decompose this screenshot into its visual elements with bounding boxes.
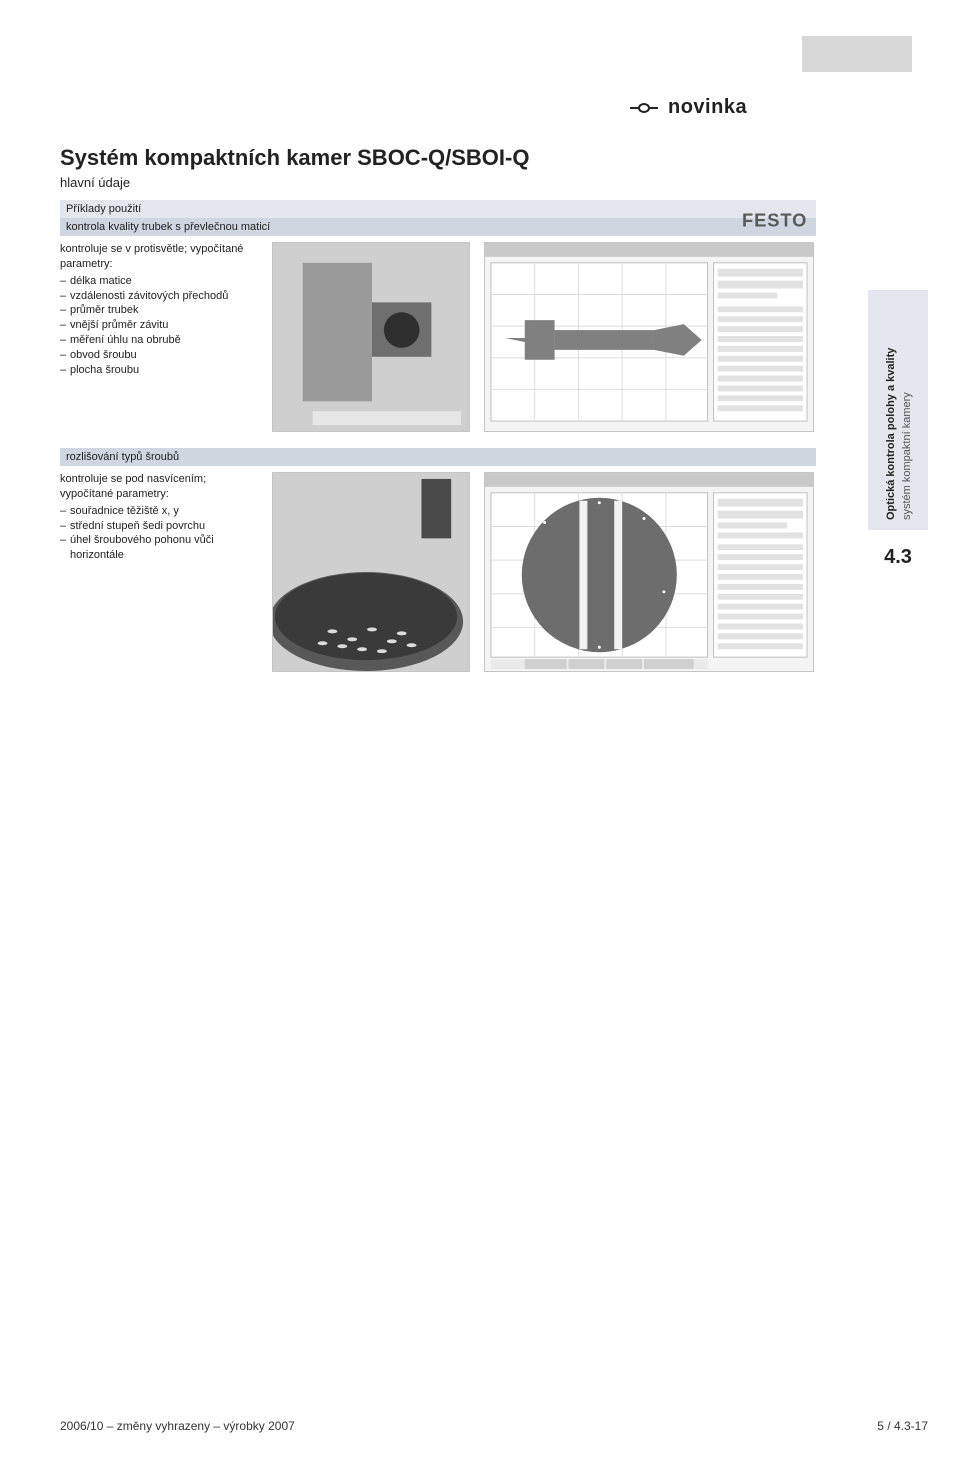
screenshot-1 [484, 242, 814, 432]
top-grey-tab [802, 36, 912, 72]
side-tab: Optická kontrola polohy a kvality systém… [868, 290, 928, 630]
intro-1: kontroluje se v protisvětle; vypočítané … [60, 242, 258, 272]
param-item: souřadnice těžiště x, y [60, 504, 258, 519]
footer-right: 5 / 4.3-17 [877, 1419, 928, 1433]
side-tab-bar: Optická kontrola polohy a kvality systém… [868, 290, 928, 530]
footer: 2006/10 – změny vyhrazeny – výrobky 2007… [60, 1419, 928, 1433]
param-item: vnější průměr závitu [60, 318, 258, 333]
photo-1 [272, 242, 470, 432]
side-label-bold: Optická kontrola polohy a kvality [885, 348, 897, 520]
section-band-inner-1: kontrola kvality trubek s převlečnou mat… [60, 218, 816, 236]
param-item: měření úhlu na obrubě [60, 333, 258, 348]
side-number: 4.3 [868, 546, 928, 569]
param-item: průměr trubek [60, 303, 258, 318]
page-title: Systém kompaktních kamer SBOC-Q/SBOI-Q [60, 145, 529, 171]
section-band-inner-2: rozlišování typů šroubů [60, 448, 816, 466]
festo-logo: FESTO [742, 210, 852, 232]
param-item: délka matice [60, 274, 258, 289]
screenshot-1-wrap [484, 242, 814, 432]
param-item: vzdálenosti závitových přechodů [60, 289, 258, 304]
page-subtitle: hlavní údaje [60, 175, 928, 190]
novinka-icon [630, 102, 658, 114]
top-tab-row [60, 36, 928, 72]
param-list-1: délka maticevzdálenosti závitových přech… [60, 274, 258, 378]
photo-2 [272, 472, 470, 672]
text-block-2: kontroluje se pod nasvícením; vypočítané… [60, 472, 258, 672]
screenshot-2 [484, 472, 814, 672]
text-block-1: kontroluje se v protisvětle; vypočítané … [60, 242, 258, 432]
row-1: kontroluje se v protisvětle; vypočítané … [60, 242, 816, 432]
param-item: úhel šroubového pohonu vůči horizontále [60, 533, 258, 563]
novinka-row: novinka [630, 96, 928, 119]
row-2: kontroluje se pod nasvícením; vypočítané… [60, 472, 816, 672]
side-label-light: systém kompaktní kamery [901, 392, 913, 520]
param-item: obvod šroubu [60, 348, 258, 363]
param-list-2: souřadnice těžiště x, ystřední stupeň še… [60, 504, 258, 563]
param-item: střední stupeň šedi povrchu [60, 519, 258, 534]
section-band-outer: Příklady použití [60, 200, 816, 218]
footer-left: 2006/10 – změny vyhrazeny – výrobky 2007 [60, 1419, 295, 1433]
intro-2: kontroluje se pod nasvícením; vypočítané… [60, 472, 258, 502]
title-row: Systém kompaktních kamer SBOC-Q/SBOI-Q [60, 145, 928, 171]
screenshot-2-wrap [484, 472, 814, 672]
festo-logo-text: FESTO [742, 210, 807, 231]
param-item: plocha šroubu [60, 363, 258, 378]
page: novinka FESTO Systém kompaktních kamer S… [0, 0, 960, 1459]
photo-2-wrap [272, 472, 470, 672]
photo-1-wrap [272, 242, 470, 432]
novinka-label: novinka [668, 96, 747, 119]
